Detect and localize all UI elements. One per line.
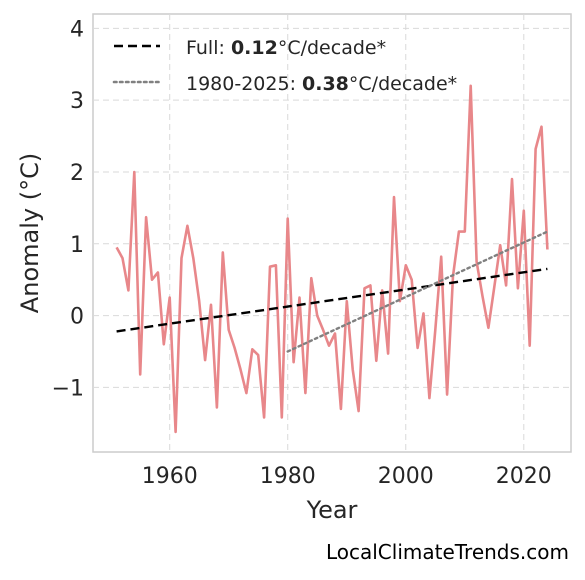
legend-rate: 0.12 (231, 37, 278, 59)
legend-entry: 1980-2025: 0.38°C/decade* (186, 73, 457, 95)
x-tick-label: 1980 (260, 464, 316, 489)
y-tick-label: −1 (52, 376, 84, 401)
y-tick-label: 0 (70, 305, 84, 330)
y-axis-label: Anomaly (°C) (16, 153, 44, 313)
y-tick-label: 2 (70, 161, 84, 186)
x-tick-label: 1960 (142, 464, 198, 489)
legend-entry: Full: 0.12°C/decade* (186, 37, 386, 59)
y-tick-labels: −1 0 1 2 3 4 (52, 17, 84, 401)
anomaly-series-line (115, 84, 549, 434)
grid (93, 14, 571, 452)
legend: Full: 0.12°C/decade*1980-2025: 0.38°C/de… (112, 37, 457, 95)
series-group (115, 84, 549, 434)
legend-suffix: °C/decade* (349, 73, 457, 95)
x-tick-label: 2020 (496, 464, 552, 489)
x-axis-label: Year (306, 496, 358, 524)
y-tick-label: 3 (70, 89, 84, 114)
x-tick-labels: 1960 1980 2000 2020 (142, 464, 552, 489)
y-tick-label: 1 (70, 233, 84, 258)
legend-prefix: 1980-2025: (186, 73, 302, 95)
y-tick-label: 4 (70, 17, 84, 42)
x-tick-label: 2000 (378, 464, 434, 489)
legend-suffix: °C/decade* (278, 37, 386, 59)
legend-prefix: Full: (186, 37, 231, 59)
legend-rate: 0.38 (302, 73, 349, 95)
full-trend-line (116, 267, 548, 333)
credit-text: LocalClimateTrends.com (325, 540, 569, 564)
recent-trend-line (286, 230, 549, 353)
